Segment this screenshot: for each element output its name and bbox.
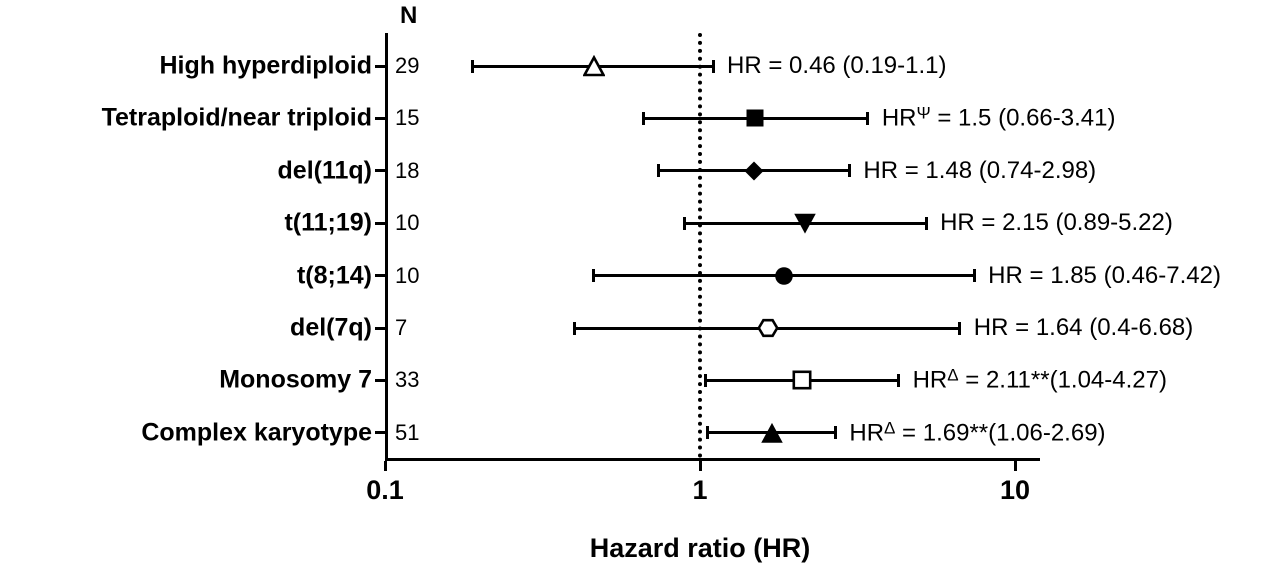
x-axis-tick xyxy=(1013,461,1017,471)
confidence-interval-cap xyxy=(657,164,661,178)
x-axis-line xyxy=(385,458,1040,461)
marker-triangle-down-filled-icon xyxy=(793,212,816,234)
hr-annotation: HR = 1.48 (0.74-2.98) xyxy=(863,156,1097,184)
marker-square-filled-icon xyxy=(744,107,766,129)
row-n-value: 29 xyxy=(395,53,420,78)
x-tick-label: 0.1 xyxy=(366,475,404,505)
y-axis-tick xyxy=(375,431,385,435)
row-n-value: 33 xyxy=(395,367,420,393)
confidence-interval-cap xyxy=(972,269,976,283)
n-column-header: N xyxy=(400,2,418,29)
marker-circle-filled-icon xyxy=(773,265,795,287)
row-label: Monosomy 7 xyxy=(219,365,372,394)
hr-annotation: HR = 2.15 (0.89-5.22) xyxy=(940,209,1173,237)
x-axis-title: Hazard ratio (HR) xyxy=(589,533,811,563)
row-n-value: 10 xyxy=(395,210,420,236)
y-axis-tick xyxy=(375,326,385,330)
confidence-interval-cap xyxy=(833,426,837,440)
confidence-interval-cap xyxy=(897,373,901,387)
marker-triangle-up-open-icon xyxy=(582,54,606,77)
confidence-interval-cap xyxy=(958,321,962,335)
y-axis-line xyxy=(385,33,388,461)
confidence-interval-cap xyxy=(847,164,851,178)
hr-annotation: HRΔ = 1.69**(1.06-2.69) xyxy=(849,418,1106,447)
confidence-interval-cap xyxy=(706,426,710,440)
x-axis-tick xyxy=(698,461,702,471)
confidence-interval-cap xyxy=(924,216,928,230)
marker-diamond-filled-icon xyxy=(743,160,765,182)
hr-annotation: HRΔ = 2.11**(1.04-4.27) xyxy=(912,365,1167,394)
row-label: t(11;19) xyxy=(284,208,372,237)
row-label: Tetraploid/near triploid xyxy=(101,103,372,132)
confidence-interval-cap xyxy=(682,216,686,230)
confidence-interval-cap xyxy=(573,321,577,335)
y-axis-tick xyxy=(375,116,385,120)
marker-triangle-up-filled-icon xyxy=(761,422,783,444)
row-label: del(11q) xyxy=(277,156,372,185)
row-n-value: 18 xyxy=(395,157,420,183)
marker-square-open-icon xyxy=(791,369,813,391)
hr-superscript: Δ xyxy=(884,418,896,438)
hr-annotation: HR = 1.64 (0.4-6.68) xyxy=(973,314,1194,341)
y-axis-tick xyxy=(375,64,385,68)
confidence-interval-cap xyxy=(703,373,707,387)
row-n-value: 7 xyxy=(395,315,408,340)
row-label: High hyperdiploid xyxy=(159,51,373,80)
hr-annotation: HRΨ = 1.5 (0.66-3.41) xyxy=(881,103,1116,132)
row-label: del(7q) xyxy=(290,313,372,342)
row-label: t(8;14) xyxy=(296,261,372,290)
confidence-interval-cap xyxy=(711,59,715,73)
row-n-value: 51 xyxy=(395,419,420,445)
y-axis-tick xyxy=(375,378,385,382)
reference-line-hr1 xyxy=(698,33,702,458)
y-axis-tick xyxy=(375,274,385,278)
hr-annotation: HR = 1.85 (0.46-7.42) xyxy=(988,261,1221,289)
x-tick-label: 1 xyxy=(692,475,708,505)
row-label: Complex karyotype xyxy=(141,418,372,447)
x-axis-tick xyxy=(383,461,387,471)
confidence-interval-cap xyxy=(641,111,645,125)
hr-superscript: Ψ xyxy=(916,103,931,123)
row-n-value: 10 xyxy=(395,262,420,288)
y-axis-tick xyxy=(375,221,385,225)
confidence-interval-cap xyxy=(471,59,475,73)
confidence-interval-cap xyxy=(592,269,596,283)
row-n-value: 15 xyxy=(395,105,420,131)
y-axis-tick xyxy=(375,169,385,173)
confidence-interval-cap xyxy=(866,111,870,125)
hr-annotation: HR = 0.46 (0.19-1.1) xyxy=(727,52,947,79)
marker-hexagon-open-icon xyxy=(756,317,779,339)
x-tick-label: 10 xyxy=(999,475,1031,505)
hr-superscript: Δ xyxy=(947,365,959,385)
